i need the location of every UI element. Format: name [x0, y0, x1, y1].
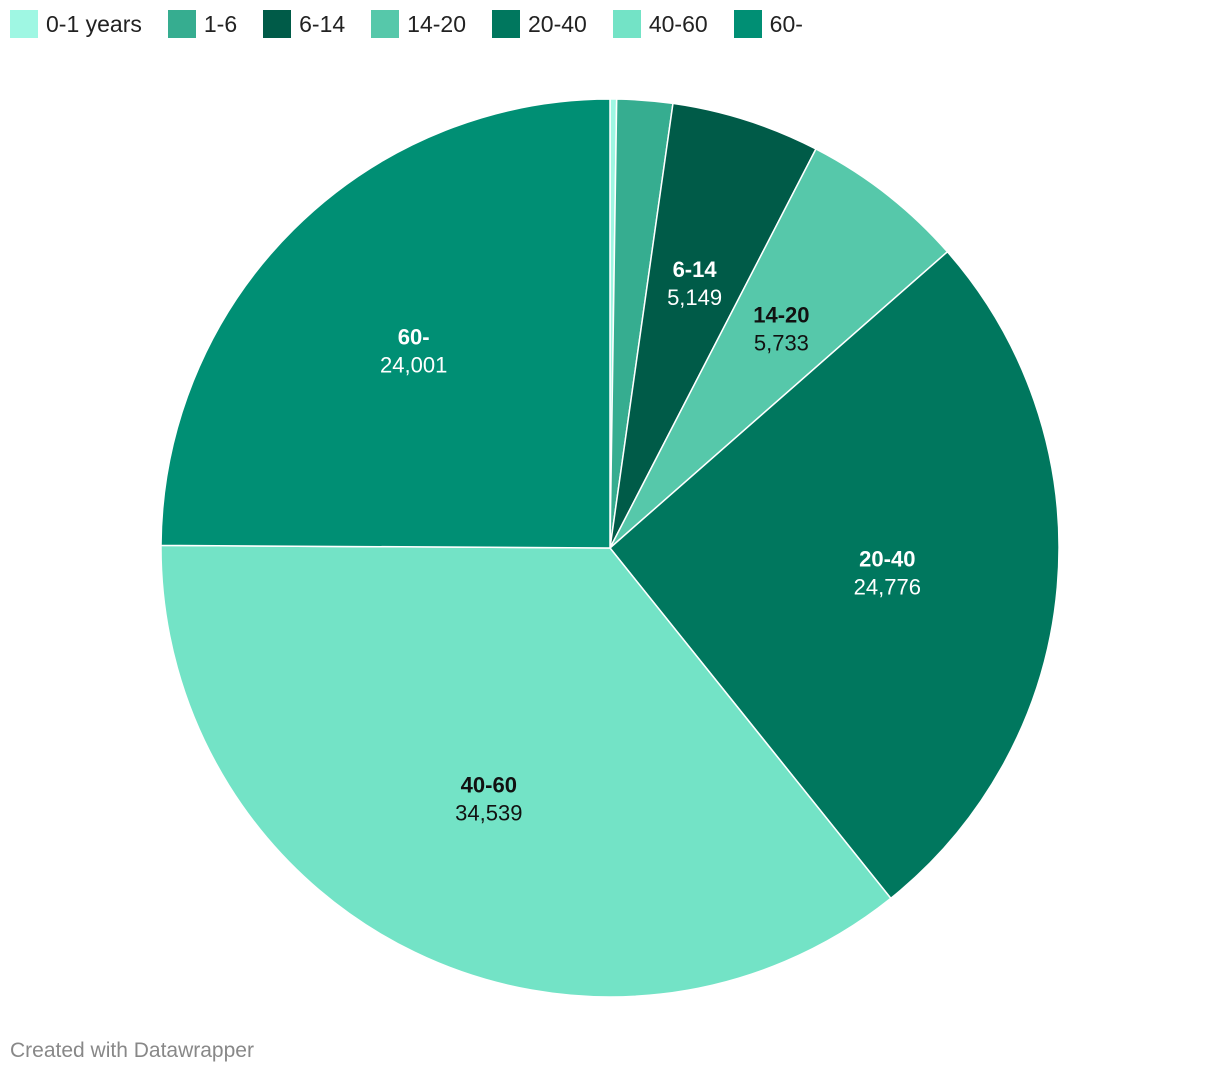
slice-labels: 6-14 5,149 14-20 5,733 20-40 24,776 40-60 34,53…	[380, 257, 921, 826]
legend-label: 60-	[769, 11, 803, 37]
legend-label: 14-20	[407, 11, 466, 37]
legend-swatch	[371, 10, 400, 38]
pie-slices	[160, 98, 1060, 998]
legend-label: 40-60	[648, 11, 708, 37]
slice-label-value: 34,539	[455, 801, 522, 826]
legend-swatch	[612, 10, 641, 38]
legend-label: 1-6	[203, 11, 238, 37]
legend-swatch	[492, 10, 520, 38]
legend-item: 14-20	[371, 9, 466, 39]
legend-swatch	[263, 10, 292, 38]
legend-label: 20-40	[528, 11, 587, 37]
pie-slice	[609, 251, 1060, 900]
legend-swatch	[10, 10, 38, 38]
pie-slice	[160, 544, 892, 998]
slice-label-value: 24,001	[380, 353, 447, 378]
legend-item: 20-40	[492, 9, 587, 39]
legend-item: 0-1 years	[10, 9, 142, 39]
pie-slice	[160, 98, 611, 549]
pie-slice	[609, 148, 949, 549]
slice-label-value: 5,149	[667, 285, 722, 310]
footer-credit[interactable]: Created with Datawrapper	[10, 1039, 254, 1062]
slice-label-name: 14-20	[753, 303, 809, 328]
slice-label-value: 24,776	[854, 574, 921, 599]
slice-label-name: 60-	[398, 325, 430, 350]
slice-label-name: 6-14	[673, 257, 718, 282]
legend-item: 40-60	[612, 9, 708, 39]
slice-label-name: 20-40	[859, 546, 915, 571]
legend-item: 1-6	[167, 9, 238, 39]
legend-label: 0-1 years	[46, 11, 142, 37]
legend-swatch	[733, 10, 762, 38]
slice-label-value: 5,733	[754, 331, 809, 356]
pie-slice	[609, 102, 817, 549]
legend: 0-1 years 1-6 6-14 14-20 20-40 40-60 60-	[10, 9, 829, 39]
legend-item: 60-	[733, 9, 803, 39]
legend-swatch	[167, 10, 196, 38]
slice-label-name: 40-60	[461, 773, 517, 798]
legend-label: 6-14	[299, 11, 346, 37]
legend-item: 6-14	[263, 9, 345, 39]
